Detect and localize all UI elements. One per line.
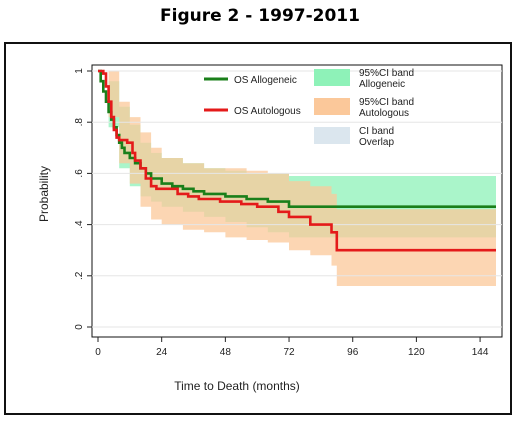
y-tick-label: .2 <box>74 271 85 280</box>
x-tick-label: 0 <box>95 347 101 358</box>
ci-band-autologous <box>98 71 496 286</box>
axes-layer: 0 24 48 72 96 120 144 0 .2 .4 .6 .8 1 <box>74 68 489 358</box>
series-lines-layer <box>98 69 496 252</box>
x-tick-label: 72 <box>283 347 295 358</box>
legend-swatch-patch <box>314 127 350 144</box>
y-tick-label: .8 <box>74 118 85 127</box>
series-line-allogeneic <box>98 69 496 208</box>
x-tick-label: 96 <box>347 347 359 358</box>
y-axis-label: Probability <box>37 166 51 222</box>
y-tick-label: .6 <box>74 169 85 178</box>
series-line-autologous <box>98 69 496 252</box>
legend: OS Allogeneic OS Autologous 95%CI band Allo… <box>204 68 414 148</box>
x-tick-label: 120 <box>408 347 425 358</box>
legend-label: 95%CI band Allogeneic <box>359 68 414 90</box>
legend-label: CI band Overlap <box>359 126 394 148</box>
figure-title: Figure 2 - 1997-2011 <box>160 6 360 26</box>
x-tick-label: 144 <box>472 347 489 358</box>
y-tick-label: .4 <box>74 220 85 229</box>
x-tick-label: 48 <box>220 347 232 358</box>
y-tick-label: 1 <box>74 68 85 74</box>
legend-label: OS Autologous <box>234 106 301 117</box>
x-axis-label: Time to Death (months) <box>174 379 300 393</box>
x-tick-label: 24 <box>156 347 168 358</box>
legend-label: 95%CI band Autologous <box>359 97 414 119</box>
legend-swatch-patch <box>314 69 350 86</box>
legend-label: OS Allogeneic <box>234 75 297 86</box>
grid-layer <box>92 70 502 328</box>
y-tick-label: 0 <box>74 324 85 330</box>
legend-swatch-patch <box>314 98 350 115</box>
chart-frame: 0 24 48 72 96 120 144 0.2.4.6.8 1 OS Allogeneic O… <box>4 42 512 415</box>
